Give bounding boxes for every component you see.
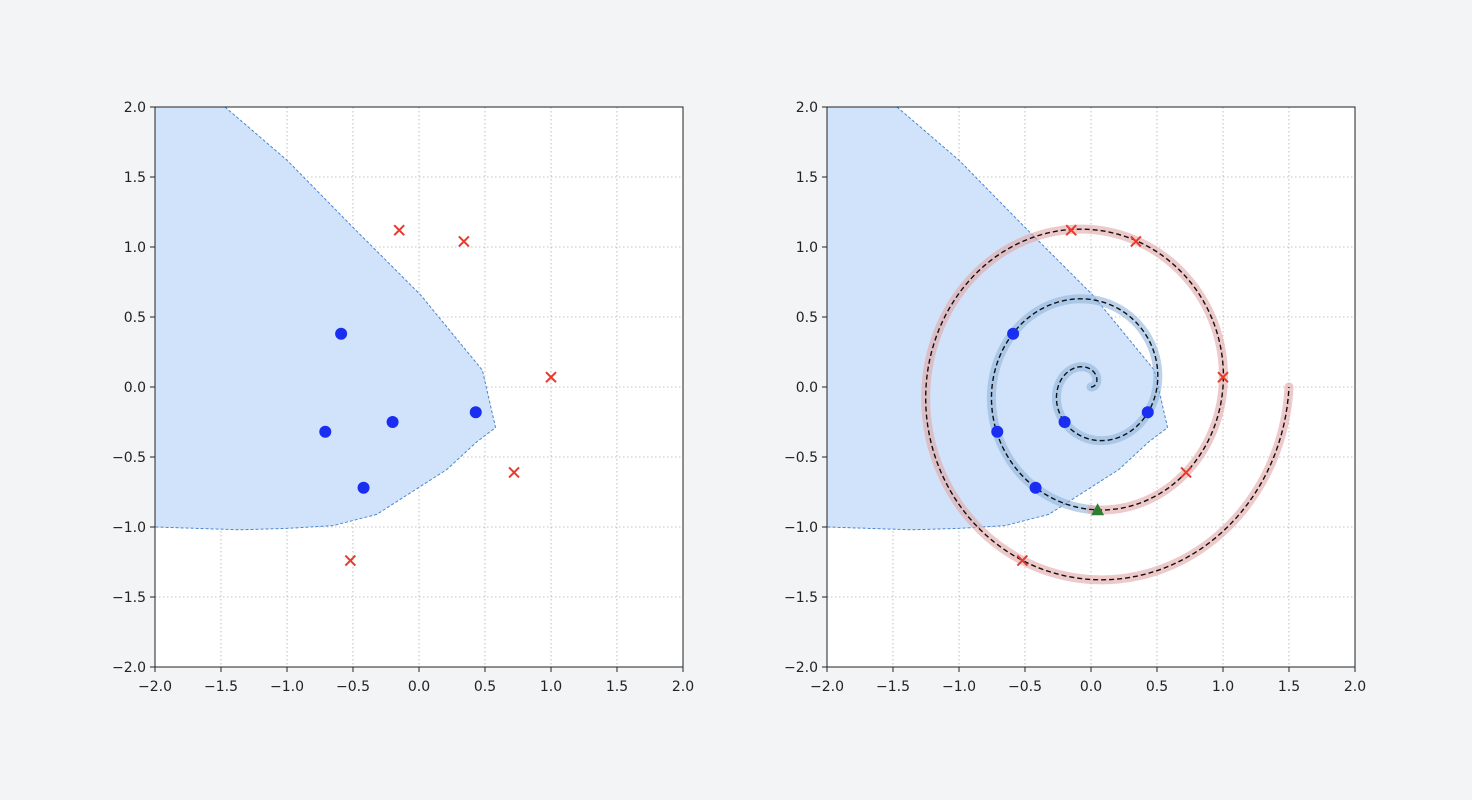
left-scatter-plot: −2.0 −1.5 −1.0 −0.5 0.0 0.5 1.0 1.5 2.0 −2.0 −1.5 −…	[112, 100, 694, 695]
plot-content	[827, 107, 1294, 585]
x-tick-label: 1.5	[1278, 679, 1300, 695]
y-tick-label: −1.5	[112, 590, 146, 606]
spiral-dashed-line	[924, 228, 1290, 581]
y-tick-label: 0.0	[796, 380, 818, 396]
y-tick-label: −1.5	[784, 590, 818, 606]
red-x-point	[1065, 224, 1077, 236]
blue-point	[335, 327, 348, 340]
blue-point	[991, 425, 1004, 438]
y-tick-label: −2.0	[784, 660, 818, 676]
x-tick-label: −1.5	[204, 679, 238, 695]
x-tick-label: 0.0	[408, 679, 430, 695]
x-stroke	[1016, 554, 1029, 567]
red-x-point	[545, 371, 557, 383]
decision-region	[155, 107, 497, 531]
axes-frame	[826, 106, 1356, 668]
right-spiral-plot: −2.0 −1.5 −1.0 −0.5 0.0 0.5 1.0 1.5 2.0 −2.0 −1.5 −…	[784, 100, 1366, 695]
x-tick-label: 1.0	[1212, 679, 1234, 695]
y-tick-label: 1.0	[796, 240, 818, 256]
y-tick-label: 0.5	[124, 310, 146, 326]
y-tick-label: −1.0	[784, 520, 818, 536]
red-x-point	[1130, 235, 1142, 248]
x-tick-label: 2.0	[672, 679, 694, 695]
blue-point	[469, 406, 482, 419]
y-tick-label: 2.0	[124, 100, 146, 116]
x-tick-label: 0.5	[1146, 679, 1168, 695]
red-x-point	[508, 466, 520, 479]
x-tick-label: −0.5	[1008, 679, 1042, 695]
green-triangle-point	[1091, 503, 1105, 516]
x-tick-label: −1.0	[942, 679, 976, 695]
red-x-point	[1217, 371, 1229, 383]
x-tick-label: 0.0	[1080, 679, 1102, 695]
outer-spiral-band	[921, 224, 1294, 585]
x-tick-label: −1.5	[876, 679, 910, 695]
blue-point	[357, 481, 370, 494]
blue-point	[1007, 327, 1020, 340]
x-stroke	[344, 554, 357, 567]
x-stroke	[508, 466, 520, 479]
y-tick-label: 1.0	[124, 240, 146, 256]
x-stroke	[1065, 224, 1077, 236]
axes-frame	[154, 106, 684, 668]
y-tick-label: −0.5	[784, 450, 818, 466]
y-tick-label: −0.5	[112, 450, 146, 466]
x-tick-label: 1.5	[606, 679, 628, 695]
blue-point	[386, 416, 399, 428]
x-stroke	[545, 371, 557, 383]
red-x-point	[458, 235, 470, 248]
blue-point	[1141, 406, 1154, 419]
y-tick-label: 1.5	[796, 170, 818, 186]
x-stroke	[458, 235, 470, 248]
x-stroke	[1180, 466, 1192, 479]
blue-point	[319, 425, 332, 438]
y-tick-label: 2.0	[796, 100, 818, 116]
blue-point	[1058, 416, 1071, 428]
red-x-point	[344, 554, 357, 567]
x-tick-label: 0.5	[474, 679, 496, 695]
x-tick-label: 2.0	[1344, 679, 1366, 695]
x-tick-label: −2.0	[810, 679, 844, 695]
red-x-point	[1016, 554, 1029, 567]
blue-point	[1029, 481, 1042, 494]
y-tick-label: 0.0	[124, 380, 146, 396]
x-tick-label: 1.0	[540, 679, 562, 695]
x-stroke	[1217, 371, 1229, 383]
x-tick-label: −1.0	[270, 679, 304, 695]
decision-region	[827, 107, 1169, 531]
x-stroke	[393, 224, 405, 236]
y-tick-label: 0.5	[796, 310, 818, 326]
red-x-point	[393, 224, 405, 236]
x-tick-label: −2.0	[138, 679, 172, 695]
y-tick-label: −2.0	[112, 660, 146, 676]
red-x-point	[1180, 466, 1192, 479]
y-tick-label: 1.5	[124, 170, 146, 186]
x-tick-label: −0.5	[336, 679, 370, 695]
y-tick-label: −1.0	[112, 520, 146, 536]
x-stroke	[1130, 235, 1142, 248]
plot-content	[155, 107, 557, 567]
